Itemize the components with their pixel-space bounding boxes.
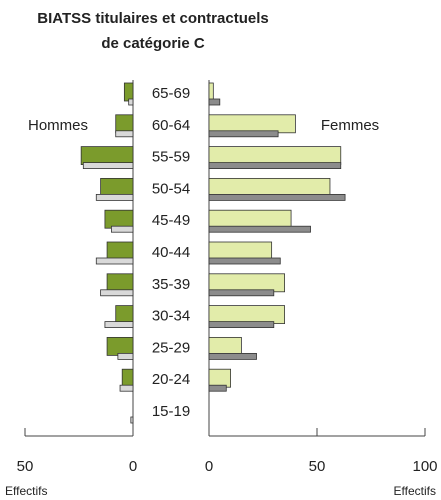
x-tick-label: 50	[17, 458, 34, 475]
bar	[208, 98, 221, 106]
x-tick-label: 50	[309, 458, 326, 475]
x-tick-label: 100	[412, 458, 437, 475]
bar	[95, 257, 134, 265]
bar	[80, 146, 134, 166]
bar	[208, 352, 257, 360]
x-tick-label: 0	[205, 458, 213, 475]
category-label: 20-24	[152, 371, 190, 388]
bar	[130, 416, 134, 424]
bar	[208, 257, 281, 265]
bar	[208, 225, 311, 233]
category-label: 50-54	[152, 180, 190, 197]
axis-label: Effectifs	[394, 484, 436, 498]
side-label: Hommes	[28, 117, 88, 134]
bar	[106, 336, 134, 356]
bar	[208, 384, 227, 392]
chart-title: de catégorie C	[101, 35, 205, 52]
category-label: 35-39	[152, 276, 190, 293]
bar	[208, 177, 331, 197]
category-label: 55-59	[152, 149, 190, 166]
bar	[208, 193, 346, 201]
bar	[208, 368, 232, 388]
bar	[208, 209, 292, 229]
bar	[208, 146, 342, 166]
bar	[119, 384, 134, 392]
x-tick-label: 0	[129, 458, 137, 475]
bar	[115, 130, 134, 138]
bar	[208, 305, 285, 325]
bar	[208, 241, 273, 261]
bar	[95, 193, 134, 201]
category-label: 30-34	[152, 308, 190, 325]
bar	[208, 289, 275, 297]
bar	[208, 82, 214, 102]
category-label: 45-49	[152, 212, 190, 229]
category-label: 25-29	[152, 339, 190, 356]
bar	[208, 273, 285, 293]
bar	[100, 289, 134, 297]
bar	[123, 82, 134, 102]
bar	[208, 162, 342, 170]
category-label: 65-69	[152, 85, 190, 102]
bar	[208, 321, 275, 329]
bar	[111, 225, 134, 233]
bar	[115, 114, 134, 134]
category-label: 60-64	[152, 117, 190, 134]
chart-title: BIATSS titulaires et contractuels	[37, 10, 268, 27]
category-label: 15-19	[152, 403, 190, 420]
bar	[117, 352, 134, 360]
axis-label: Effectifs	[5, 484, 47, 498]
bar	[82, 162, 134, 170]
bar	[208, 130, 279, 138]
bar	[106, 273, 134, 293]
bar	[104, 321, 134, 329]
bar	[115, 305, 134, 325]
bar	[104, 209, 134, 229]
side-label: Femmes	[321, 117, 379, 134]
bar	[208, 336, 242, 356]
category-label: 40-44	[152, 244, 190, 261]
bar	[106, 241, 134, 261]
bar	[208, 114, 296, 134]
bar	[121, 368, 134, 388]
bar	[128, 98, 134, 106]
bar	[100, 177, 134, 197]
